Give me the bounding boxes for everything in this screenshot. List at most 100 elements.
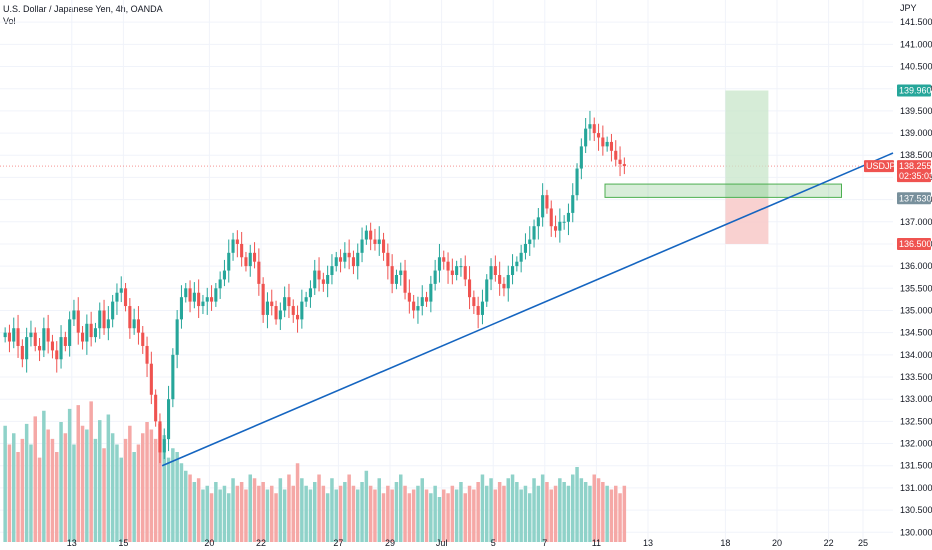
price-tag	[897, 170, 931, 183]
volume-bar	[265, 489, 270, 542]
candle-body	[12, 328, 16, 342]
candle-body	[330, 266, 334, 275]
volume-bar	[291, 485, 295, 542]
volume-bar	[63, 433, 68, 542]
candlestick-series	[3, 110, 626, 464]
candle-body	[68, 319, 72, 346]
candle-body	[205, 297, 209, 302]
candle-body	[386, 252, 390, 267]
volume-bar	[343, 482, 347, 542]
volume-bar	[437, 497, 442, 542]
volume-bar	[149, 429, 154, 542]
trendline-layer[interactable]	[161, 152, 894, 467]
volume-bar	[252, 478, 257, 542]
volume-bar	[562, 482, 566, 542]
candle-body	[566, 212, 570, 222]
volume-bar	[12, 433, 16, 542]
volume-bar	[446, 493, 450, 542]
volume-bar	[476, 482, 480, 542]
candle-body	[222, 270, 226, 280]
candle-body	[197, 292, 201, 307]
price-tick-label: 136.000	[900, 261, 932, 271]
candle-body	[519, 252, 523, 262]
candle-body	[601, 137, 605, 147]
candle-body	[351, 257, 355, 267]
volume-label: Vol	[3, 16, 16, 26]
volume-bar	[37, 457, 42, 542]
volume-bar	[188, 474, 192, 542]
candle-body	[592, 124, 596, 134]
price-tick-label: 135.500	[900, 283, 932, 293]
drawing-overlays[interactable]	[0, 90, 893, 244]
candle-body	[119, 288, 123, 293]
volume-bar	[7, 444, 12, 542]
candle-body	[244, 257, 248, 267]
candle-body	[523, 243, 527, 253]
candle-body	[167, 399, 171, 440]
volume-bar	[136, 444, 141, 542]
price-tick-label: 139.500	[900, 106, 932, 116]
volume-bar	[377, 478, 381, 542]
candle-body	[38, 345, 42, 351]
time-axis[interactable]: 13 15 20 22 27 29 Jul 5 7 11 13 18 20 22 25	[67, 538, 868, 548]
volume-bar	[171, 448, 175, 542]
candle-body	[248, 252, 252, 267]
candle-body	[98, 310, 102, 329]
volume-bar	[429, 493, 433, 542]
volume-bar	[325, 493, 330, 542]
volume-bar	[205, 485, 209, 542]
volume-bar	[313, 482, 317, 542]
volume-bar	[274, 493, 278, 542]
price-tag	[864, 160, 894, 173]
volume-bar	[304, 485, 308, 542]
volume-bar	[59, 422, 63, 542]
candle-body	[3, 332, 7, 338]
price-tag-label: 138.255	[899, 161, 932, 171]
volume-bar	[67, 408, 72, 542]
candle-body	[283, 297, 287, 311]
candle-body	[265, 301, 269, 315]
volume-bar	[175, 452, 179, 542]
candle-body	[321, 279, 325, 284]
price-tag	[897, 160, 931, 173]
volume-bar	[261, 482, 265, 542]
candle-body	[394, 275, 398, 284]
volume-bar	[399, 474, 403, 542]
volume-bar	[579, 478, 584, 542]
candle-body	[407, 292, 411, 302]
volume-bar	[80, 425, 85, 542]
volume-bar	[519, 489, 523, 542]
candle-body	[7, 332, 11, 342]
candle-body	[154, 394, 158, 422]
candle-body	[184, 288, 188, 298]
volume-bar	[403, 485, 407, 542]
volume-bar	[356, 489, 360, 542]
candle-body	[89, 323, 93, 338]
volume-bar	[467, 485, 472, 542]
volume-bar	[515, 482, 519, 542]
volume-bar	[3, 425, 7, 542]
volume-bar	[123, 438, 128, 542]
volume-bar	[553, 485, 558, 542]
volume-bar	[472, 489, 476, 542]
price-axis[interactable]: 141.500141.000140.500140.000139.500139.0…	[900, 3, 932, 537]
volume-bar	[506, 478, 510, 542]
volume-bar	[76, 405, 80, 542]
candle-body	[498, 275, 502, 284]
time-tick-label: 22	[824, 538, 834, 548]
volume-bar	[214, 482, 218, 542]
volume-bar	[330, 478, 334, 542]
volume-bar	[218, 489, 222, 542]
volume-bar	[42, 410, 46, 542]
volume-bar	[141, 433, 145, 542]
volume-bar	[248, 474, 252, 542]
candle-body	[609, 141, 613, 151]
candle-body	[317, 270, 321, 280]
price-tick-label: 133.500	[900, 372, 932, 382]
volume-bar	[596, 478, 601, 542]
candle-body	[558, 221, 562, 231]
volume-bar	[119, 457, 123, 542]
candle-body	[179, 297, 183, 320]
candle-body	[257, 261, 261, 284]
